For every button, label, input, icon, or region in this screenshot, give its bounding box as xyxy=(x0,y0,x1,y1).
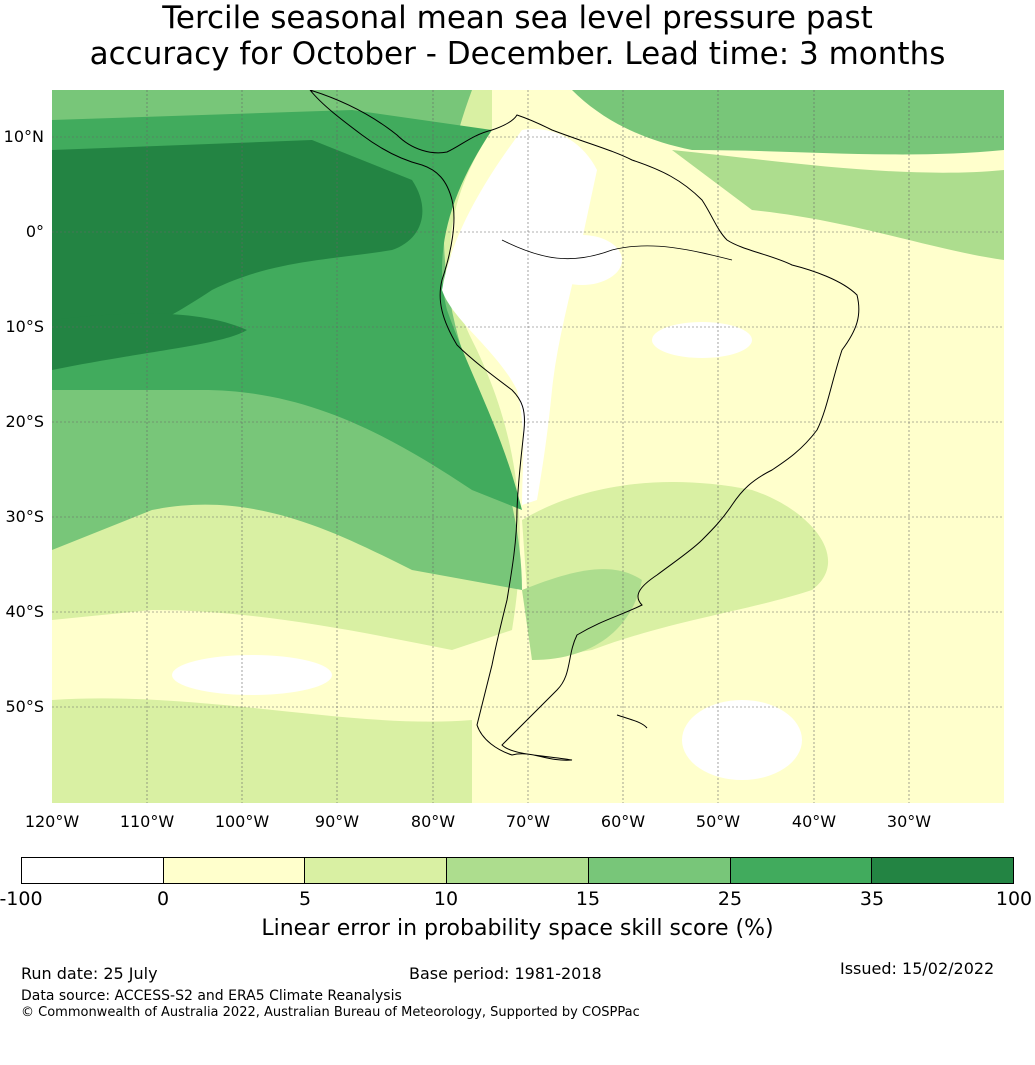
colorbar-tick-100: 100 xyxy=(995,888,1033,910)
skill-map xyxy=(52,90,1004,803)
colorbar-segment-6 xyxy=(872,858,1014,883)
lon-label-110w: 110°W xyxy=(119,812,175,831)
lon-label-120w: 120°W xyxy=(24,812,80,831)
lon-label-60w: 60°W xyxy=(600,812,646,831)
issued-date: Issued: 15/02/2022 xyxy=(840,959,995,978)
colorbar-segment-1 xyxy=(163,858,306,883)
caribbean-green xyxy=(572,90,1004,155)
lon-label-70w: 70°W xyxy=(505,812,551,831)
lat-label-0: 0° xyxy=(25,222,44,241)
colorbar-tick-0: 0 xyxy=(156,888,170,910)
lon-label-40w: 40°W xyxy=(791,812,837,831)
copyright: © Commonwealth of Australia 2022, Austra… xyxy=(21,1005,640,1020)
colorbar-tick-10: 10 xyxy=(433,888,459,910)
andes-white-strip xyxy=(442,129,597,505)
amazon-river xyxy=(501,239,733,261)
south-atlantic-white-patch xyxy=(682,700,802,780)
map-title: Tercile seasonal mean sea level pressure… xyxy=(0,0,1035,72)
colorbar-tick-35: 35 xyxy=(859,888,885,910)
central-white-patch xyxy=(652,322,752,358)
pacific-dark-tongue xyxy=(52,313,247,370)
title-line-2: accuracy for October - December. Lead ti… xyxy=(89,36,946,72)
atlantic-north-green xyxy=(672,150,1004,260)
colorbar-label: Linear error in probability space skill … xyxy=(261,916,774,941)
south-america-coastline xyxy=(309,90,860,761)
base-period: Base period: 1981-2018 xyxy=(409,964,602,983)
run-date: Run date: 25 July xyxy=(21,964,158,983)
lon-label-50w: 50°W xyxy=(695,812,741,831)
lon-label-80w: 80°W xyxy=(410,812,456,831)
lat-label-40s: 40°S xyxy=(5,602,44,621)
colorbar-segment-3 xyxy=(447,858,589,883)
amazon-white-patch xyxy=(542,235,622,285)
colorbar-tick-neg100: -100 xyxy=(0,888,43,910)
colorbar-tick-15: 15 xyxy=(575,888,601,910)
data-source: Data source: ACCESS-S2 and ERA5 Climate … xyxy=(21,988,402,1004)
falkland-islands xyxy=(616,714,648,729)
patagonia-green xyxy=(522,569,642,660)
title-line-1: Tercile seasonal mean sea level pressure… xyxy=(162,0,873,36)
lon-label-90w: 90°W xyxy=(314,812,360,831)
lat-label-10n: 10°N xyxy=(3,127,44,146)
colorbar-tick-25: 25 xyxy=(717,888,743,910)
graticule xyxy=(52,90,1004,803)
lon-label-100w: 100°W xyxy=(214,812,270,831)
colorbar-segment-5 xyxy=(730,858,873,883)
lon-label-30w: 30°W xyxy=(886,812,932,831)
south-band-green xyxy=(52,698,472,803)
lat-label-30s: 30°S xyxy=(5,507,44,526)
south-pacific-white-patch xyxy=(172,655,332,695)
colorbar xyxy=(21,857,1014,884)
lat-label-50s: 50°S xyxy=(5,697,44,716)
lat-label-10s: 10°S xyxy=(5,317,44,336)
colorbar-segment-0 xyxy=(22,858,164,883)
colorbar-segment-2 xyxy=(305,858,448,883)
colorbar-tick-5: 5 xyxy=(298,888,312,910)
lat-label-20s: 20°S xyxy=(5,412,44,431)
map-canvas xyxy=(52,90,1004,803)
pacific-dark-green xyxy=(52,140,423,370)
colorbar-segment-4 xyxy=(588,858,731,883)
